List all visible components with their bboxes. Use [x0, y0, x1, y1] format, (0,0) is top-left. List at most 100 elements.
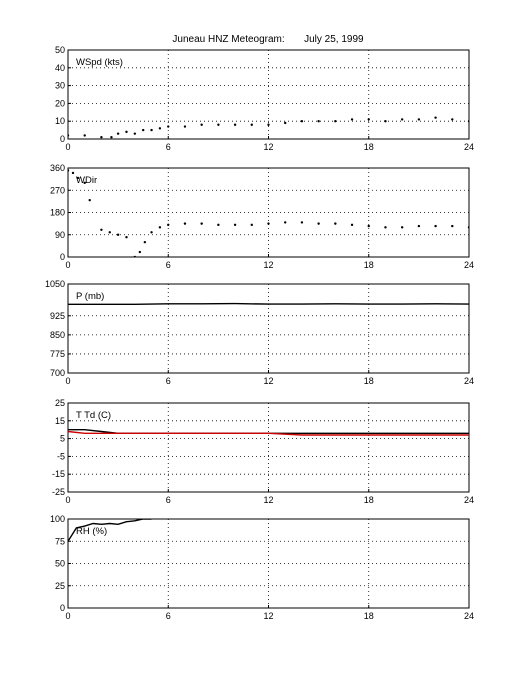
rh-ytick-label: 75	[55, 536, 65, 546]
wdir-point	[267, 222, 270, 225]
temp-dewpoint-ytick-label: 25	[55, 398, 65, 408]
wspd-point	[434, 116, 437, 119]
wspd-ytick-label: 30	[55, 81, 65, 91]
wspd-point	[200, 123, 203, 126]
temp-dewpoint-ytick-label: 5	[60, 434, 65, 444]
wspd-ytick-label: 40	[55, 63, 65, 73]
wspd-point	[141, 128, 145, 132]
pressure-ytick-label: 1050	[45, 279, 65, 289]
wspd-point	[83, 134, 86, 137]
wspd-xtick-label: 6	[166, 142, 171, 152]
temp-dewpoint-ytick-label: -25	[52, 487, 65, 497]
wspd-point	[217, 123, 220, 126]
wdir-point	[233, 223, 237, 227]
wspd-point	[417, 118, 421, 121]
wdir-point	[384, 226, 387, 229]
temp-dewpoint-ytick-label: -15	[52, 469, 65, 479]
wspd-point	[317, 120, 320, 123]
rh-panel: 0 6 12 18 24 0 25 50 75 100 RH (%)	[50, 514, 474, 621]
wdir-panel: 0 6 12 18 24 0 90 180 270 360 WDir	[50, 163, 474, 270]
wdir-point	[317, 222, 320, 225]
rh-ytick-label: 50	[55, 559, 65, 569]
temp-dewpoint-xtick-label: 6	[166, 495, 171, 505]
wspd-point	[367, 118, 370, 121]
temp-dewpoint-xtick-label: 18	[364, 495, 374, 505]
wdir-point	[138, 250, 142, 254]
pressure-label: P (mb)	[76, 291, 104, 302]
wspd-point	[300, 120, 304, 123]
wspd-point	[384, 120, 387, 123]
pressure-xtick-label: 12	[263, 376, 273, 386]
wspd-xtick-label: 18	[364, 142, 374, 152]
wdir-point	[143, 240, 147, 244]
wdir-ytick-label: 270	[50, 185, 65, 195]
rh-xtick-label: 12	[263, 611, 273, 621]
wspd-point	[150, 128, 153, 132]
wdir-point	[200, 222, 203, 225]
wdir-point	[150, 231, 153, 234]
temp-dewpoint-xtick-label: 12	[263, 495, 273, 505]
pressure-ytick-label: 775	[50, 349, 65, 359]
wdir-xtick-label: 18	[364, 260, 374, 270]
wspd-point	[110, 136, 113, 139]
wspd-point	[334, 120, 337, 123]
wdir-point	[116, 233, 120, 236]
wspd-ytick-label: 20	[55, 98, 65, 108]
wdir-label: WDir	[76, 175, 97, 186]
pressure-xtick-label: 18	[364, 376, 374, 386]
wdir-point	[284, 221, 287, 224]
pressure-data	[68, 302, 469, 305]
wdir-xtick-label: 6	[166, 260, 171, 270]
wspd-panel: 0 6 12 18 24 0 10 20 30 40 50 WSpd (kts)	[55, 45, 474, 152]
rh-line-0	[68, 519, 152, 542]
wdir-point	[350, 223, 354, 227]
wspd-xtick-label: 24	[464, 142, 474, 152]
wdir-point	[434, 224, 437, 228]
pressure-line-0	[68, 302, 469, 305]
wdir-point	[100, 228, 103, 232]
temp-dewpoint-xtick-label: 0	[65, 495, 70, 505]
pressure-ytick-label: 925	[50, 311, 65, 321]
rh-ytick-label: 25	[55, 581, 65, 591]
wdir-point	[467, 226, 469, 229]
pressure-panel: 0 6 12 18 24 700 775 850 925 1050 P (mb)	[45, 279, 474, 386]
wspd-point	[125, 130, 128, 134]
wdir-point	[125, 236, 128, 239]
wdir-point	[250, 223, 253, 227]
rh-ytick-label: 0	[60, 603, 65, 613]
pressure-ytick-label: 700	[50, 368, 65, 378]
temp-dewpoint-xtick-label: 24	[464, 495, 474, 505]
temp-dewpoint-panel: 0 6 12 18 24 -25 -15 -5 5 15 25 T Td (C)	[52, 398, 474, 505]
wspd-point	[350, 118, 354, 121]
pressure-xtick-label: 24	[464, 376, 474, 386]
wspd-point	[116, 132, 120, 135]
wdir-point	[88, 198, 91, 202]
wspd-point	[68, 134, 70, 137]
wspd-ytick-label: 10	[55, 116, 65, 126]
wdir-xtick-label: 0	[65, 260, 70, 270]
wdir-point	[183, 222, 187, 225]
wdir-point	[68, 169, 70, 172]
wdir-point	[217, 223, 220, 227]
wdir-ytick-label: 360	[50, 163, 65, 173]
rh-label: RH (%)	[76, 526, 107, 537]
wdir-point	[334, 222, 337, 225]
rh-ytick-label: 100	[50, 514, 65, 524]
pressure-xtick-label: 0	[65, 376, 70, 386]
pressure-xtick-label: 6	[166, 376, 171, 386]
wdir-point	[451, 224, 454, 228]
figure-title: Juneau HNZ Meteogram: July 25, 1999	[172, 34, 364, 45]
wdir-ytick-label: 180	[50, 208, 65, 218]
wspd-point	[183, 125, 187, 128]
wdir-point	[71, 171, 75, 175]
wdir-xtick-label: 12	[263, 260, 273, 270]
wspd-point	[158, 127, 162, 130]
wdir-data	[68, 169, 469, 257]
wdir-point	[158, 226, 162, 229]
wspd-xtick-label: 0	[65, 142, 70, 152]
temp-dewpoint-ytick-label: -5	[57, 451, 65, 461]
wspd-point	[233, 123, 237, 126]
wspd-point	[467, 120, 469, 123]
wdir-point	[133, 255, 137, 257]
